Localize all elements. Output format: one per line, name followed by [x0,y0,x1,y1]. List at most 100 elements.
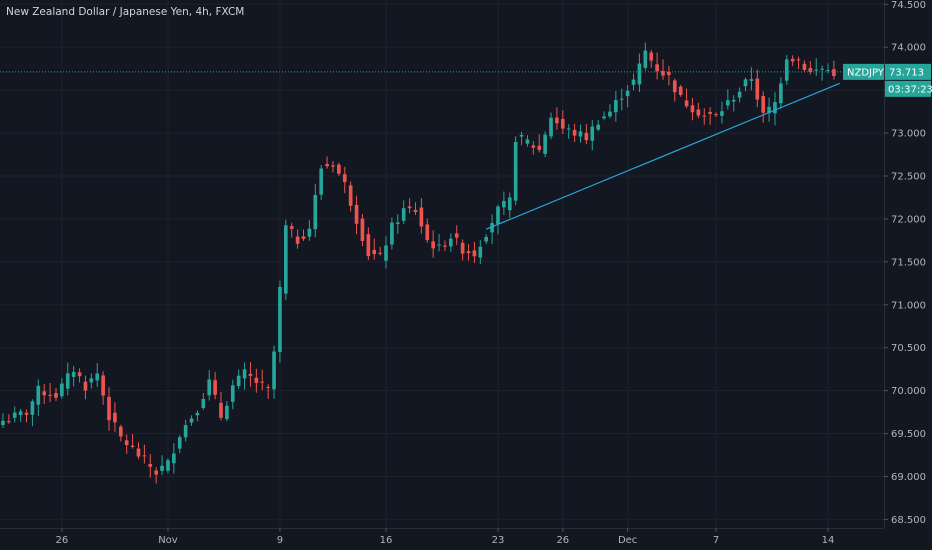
candle-body [484,236,489,242]
candle-body [820,68,824,70]
candle-body [614,100,618,113]
candle-body [118,426,123,437]
last-price-tag-label: 73.713 [889,67,924,78]
candle-body [18,411,23,416]
candle-body [743,79,748,87]
price-tick-label: 72.500 [891,172,926,183]
candle-body [802,63,807,70]
candle-body [496,206,500,224]
candle-body [325,164,329,167]
time-tick-label: 7 [713,535,719,546]
last-price-tag-bg [885,63,931,80]
price-tick-label: 71.500 [891,257,926,268]
candle-body [230,385,235,402]
price-tick-label: 68.500 [891,515,926,526]
candle-body [60,383,64,397]
candle-body [696,109,701,116]
candle-body [342,174,347,183]
candle-body [602,116,606,119]
candle-body [71,371,76,377]
candle-body [449,238,453,247]
candle-body [395,222,400,224]
candle-body [578,131,583,137]
candle-body [213,380,217,395]
time-axis[interactable]: 26 Nov 9 16 23 26 Dec 7 14 [0,528,884,546]
candle-body [319,168,324,195]
time-tick-label: 26 [556,535,569,546]
candle-body [725,100,730,106]
candle-body [189,418,194,423]
candle-body [454,233,459,238]
candle-body [113,412,117,423]
candle-body [649,52,654,61]
candle-body [549,117,553,137]
candle-body [714,114,718,116]
candle-body [242,369,247,379]
candle-body [478,246,483,258]
candle-body [513,141,518,201]
candle-body [560,118,565,129]
candle-body [30,401,35,415]
symbol-tag-label: NZDJPY [847,67,885,78]
candle-body [502,200,506,208]
candle-body [784,59,789,81]
candle-body [643,50,648,68]
candle-body [289,226,294,229]
candle-body [266,386,270,388]
price-tick-label: 70.500 [891,343,926,354]
candle-body [584,132,589,141]
candle-body [378,252,382,254]
candle-body [684,100,689,107]
time-tick-label: Dec [618,535,637,546]
candle-body [390,222,394,245]
candle-body [101,375,105,396]
candle-body [272,351,276,390]
candlestick-series [1,42,836,484]
price-tick-label: 73.000 [891,129,926,140]
candle-body [631,79,636,85]
time-tick-label: 14 [822,535,835,546]
countdown-tag-label: 03:37:23 [888,84,932,95]
candle-body [814,69,819,71]
candle-body [195,412,200,416]
candle-body [661,70,665,76]
candle-body [832,69,836,76]
candle-body [54,393,58,398]
time-tick-label: 9 [277,535,283,546]
countdown-tag-bg [885,80,931,97]
candle-body [826,70,830,72]
candle-body [354,204,359,224]
candle-body [678,86,683,95]
price-tags: NZDJPY 73.713 03:37:23 [843,63,932,97]
candle-body [283,225,288,294]
trendline[interactable] [485,82,841,230]
candle-body [95,373,100,381]
candle-body [625,90,630,97]
candle-body [295,236,300,244]
candle-body [655,64,659,72]
candle-body [177,437,182,449]
candle-body [407,206,412,209]
candle-body [301,236,306,239]
candle-body [307,228,312,237]
candle-body [1,420,5,426]
candle-body [65,373,70,389]
candle-body [460,242,465,254]
candle-body [201,398,206,408]
candle-body [525,139,530,144]
candle-body [531,145,536,148]
candle-body [24,412,29,415]
candle-body [372,249,377,255]
candle-body [755,78,760,100]
candle-body [83,381,88,391]
candle-body [124,440,129,446]
candle-body [767,106,771,114]
candle-body [142,455,147,457]
candle-body [437,244,441,246]
candle-body [337,164,341,174]
candle-body [360,218,365,241]
candle-body [89,378,94,383]
candle-body [537,145,542,150]
candle-body [608,111,612,117]
